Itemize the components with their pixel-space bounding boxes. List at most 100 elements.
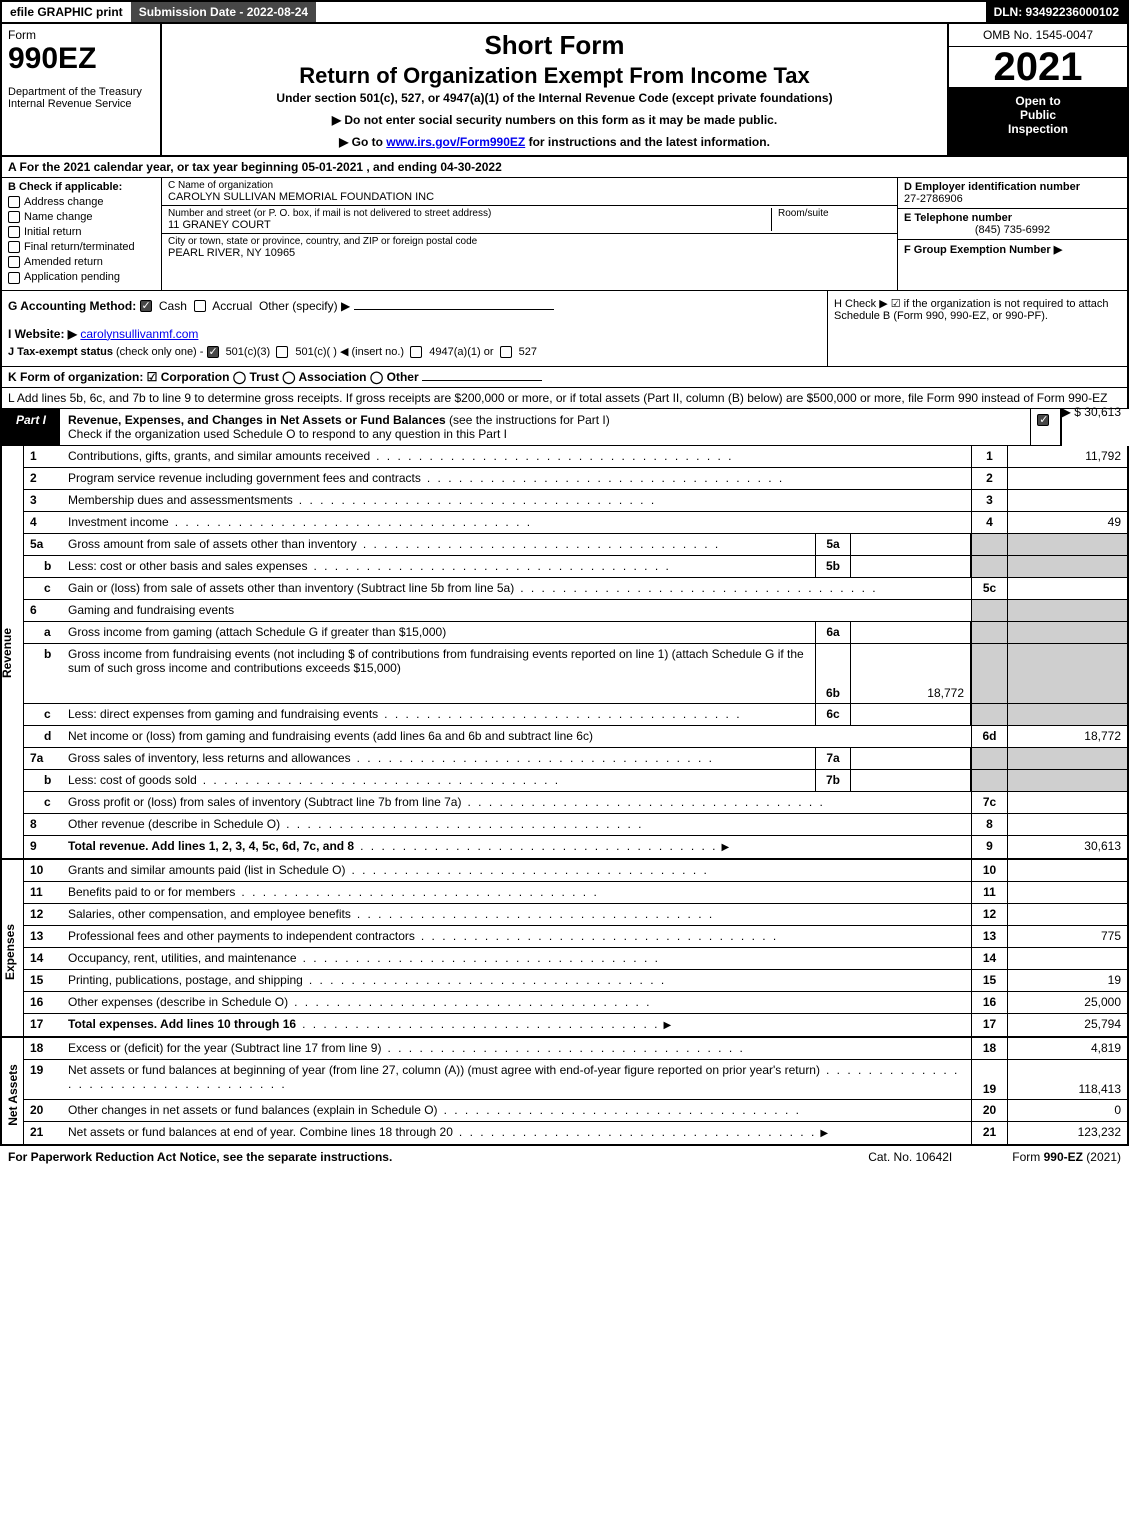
row7b-rn-grey [971,770,1007,791]
row7b-desc: Less: cost of goods sold [68,773,197,787]
501c-label: 501(c)( ) ◀ (insert no.) [295,346,404,358]
row14-rn: 14 [971,948,1007,969]
city-value: PEARL RIVER, NY 10965 [168,247,891,259]
row1-rn: 1 [971,446,1007,467]
expenses-tab-label: Expenses [3,924,17,980]
row13-rn: 13 [971,926,1007,947]
chk-amended-return[interactable]: Amended return [8,256,155,268]
other-specify-label: Other (specify) ▶ [259,299,350,313]
row7a-rn-grey [971,748,1007,769]
box-h: H Check ▶ ☑ if the organization is not r… [827,291,1127,366]
chk-address-change-label: Address change [24,196,104,208]
submission-date: Submission Date - 2022-08-24 [131,2,316,22]
netassets-tab-label: Net Assets [6,1064,20,1126]
row2-desc: Program service revenue including govern… [68,471,421,485]
line-a: A For the 2021 calendar year, or tax yea… [0,157,1129,178]
tax-exempt-note: (check only one) - [116,346,206,358]
notice-goto: ▶ Go to www.irs.gov/Form990EZ for instru… [172,135,937,149]
part1-title: Revenue, Expenses, and Changes in Net As… [68,413,449,427]
row21-rn: 21 [971,1122,1007,1144]
header-right: OMB No. 1545-0047 2021 Open to Public In… [947,24,1127,155]
accounting-method-label: G Accounting Method: [8,299,136,313]
chk-527[interactable] [500,346,512,358]
omb-number: OMB No. 1545-0047 [949,24,1127,47]
row5c-desc: Gain or (loss) from sale of assets other… [68,581,514,595]
row1-desc: Contributions, gifts, grants, and simila… [68,449,370,463]
tel-value: (845) 735-6992 [904,224,1121,236]
chk-application-pending-label: Application pending [24,271,120,283]
row6a-desc: Gross income from gaming (attach Schedul… [68,625,446,639]
chk-application-pending[interactable]: Application pending [8,271,155,283]
row6c-rn-grey [971,704,1007,725]
open-to-public: Open to Public Inspection [949,88,1127,155]
row20-rv: 0 [1007,1100,1127,1121]
row15-rv: 19 [1007,970,1127,991]
line-k-other-input[interactable] [422,380,542,381]
form-ref-post: (2021) [1083,1150,1121,1164]
row15-rn: 15 [971,970,1007,991]
department: Department of the Treasury Internal Reve… [8,86,154,110]
row2-num: 2 [24,468,64,489]
line-l-amount: ▶ $ 30,613 [1062,405,1121,419]
chk-address-change[interactable]: Address change [8,196,155,208]
row4-desc: Investment income [68,515,169,529]
row5a-rv-grey [1007,534,1127,555]
row19-rn: 19 [971,1060,1007,1099]
chk-501c3[interactable] [207,346,219,358]
box-d: D Employer identification number 27-2786… [897,178,1127,290]
tax-exempt-label: J Tax-exempt status [8,346,116,358]
box-g: G Accounting Method: Cash Accrual Other … [2,291,827,366]
notice-goto-post: for instructions and the latest informat… [525,135,770,149]
row19-desc: Net assets or fund balances at beginning… [68,1063,820,1077]
row7a-rv-grey [1007,748,1127,769]
row5b-mn: 5b [815,556,851,577]
row1-rv: 11,792 [1007,446,1127,467]
city-label: City or town, state or province, country… [168,236,891,247]
tel-label: E Telephone number [904,212,1121,224]
row11-desc: Benefits paid to or for members [68,885,235,899]
chk-final-return[interactable]: Final return/terminated [8,241,155,253]
netassets-tab: Net Assets [2,1038,24,1144]
row7b-mn: 7b [815,770,851,791]
row6c-rv-grey [1007,704,1127,725]
chk-initial-return[interactable]: Initial return [8,226,155,238]
chk-501c[interactable] [276,346,288,358]
expenses-section: Expenses 10Grants and similar amounts pa… [0,860,1129,1038]
row3-num: 3 [24,490,64,511]
chk-accrual[interactable] [194,300,206,312]
chk-amended-return-label: Amended return [24,256,103,268]
row6b-num: b [24,644,64,703]
row3-rv [1007,490,1127,511]
row12-rv [1007,904,1127,925]
chk-4947[interactable] [410,346,422,358]
chk-name-change[interactable]: Name change [8,211,155,223]
header-center: Short Form Return of Organization Exempt… [162,24,947,155]
page-footer: For Paperwork Reduction Act Notice, see … [0,1146,1129,1168]
part1-schedule-o-chk[interactable] [1030,409,1060,445]
row13-num: 13 [24,926,64,947]
row17-desc: Total expenses. Add lines 10 through 16 [68,1017,296,1031]
row6b-mn: 6b [815,644,851,703]
other-specify-input[interactable] [354,309,554,310]
row5b-desc: Less: cost or other basis and sales expe… [68,559,307,573]
row21-num: 21 [24,1122,64,1144]
chk-cash[interactable] [140,300,152,312]
box-b: B Check if applicable: Address change Na… [2,178,162,290]
row6a-rv-grey [1007,622,1127,643]
row21-rv: 123,232 [1007,1122,1127,1144]
website-link[interactable]: carolynsullivanmf.com [80,327,198,341]
row5b-mv [851,556,971,577]
row10-num: 10 [24,860,64,881]
row14-num: 14 [24,948,64,969]
row9-num: 9 [24,836,64,858]
row7c-rv [1007,792,1127,813]
row18-rv: 4,819 [1007,1038,1127,1059]
paperwork-notice: For Paperwork Reduction Act Notice, see … [8,1150,808,1164]
irs-link[interactable]: www.irs.gov/Form990EZ [386,135,525,149]
row18-rn: 18 [971,1038,1007,1059]
row5c-rn: 5c [971,578,1007,599]
row7b-rv-grey [1007,770,1127,791]
row7b-mv [851,770,971,791]
row14-rv [1007,948,1127,969]
row6a-mn: 6a [815,622,851,643]
